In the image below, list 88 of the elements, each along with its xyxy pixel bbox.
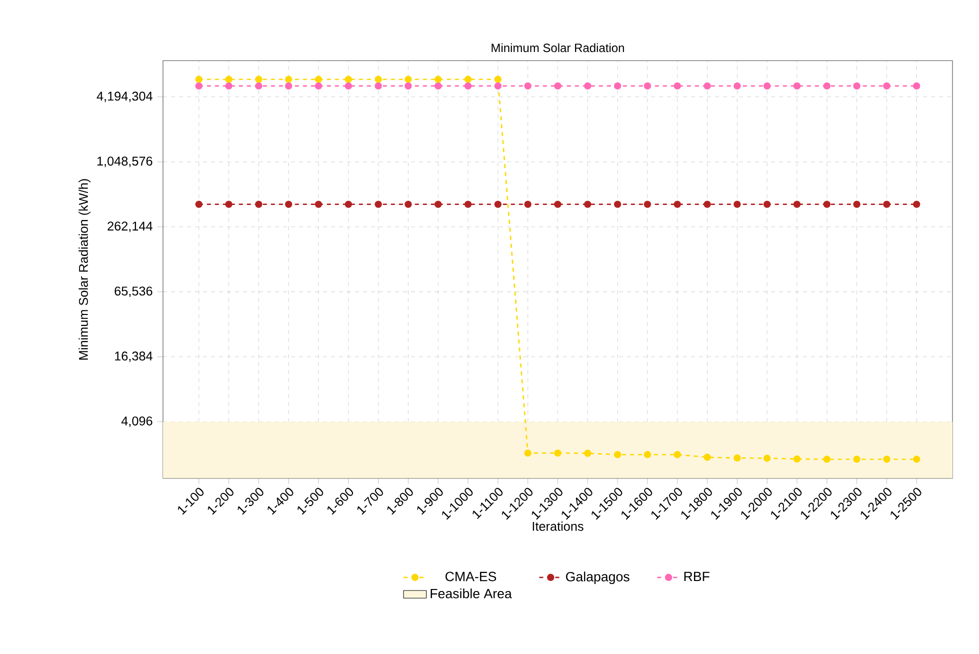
point (494, 82, 502, 90)
point (704, 454, 711, 461)
point (225, 200, 232, 208)
point (195, 200, 202, 208)
point (524, 200, 532, 208)
point (614, 200, 622, 208)
point (823, 82, 830, 90)
point (644, 451, 652, 458)
point (883, 200, 890, 208)
point (494, 76, 502, 83)
y-tick-label: 16,384 (115, 352, 152, 362)
point (913, 200, 920, 208)
point (554, 200, 562, 208)
point (195, 76, 202, 83)
point (554, 82, 562, 90)
point (674, 451, 681, 458)
point (883, 456, 890, 463)
point (255, 200, 262, 208)
point (434, 76, 442, 83)
point (734, 454, 741, 462)
point (255, 76, 262, 83)
point (195, 82, 202, 90)
point (763, 200, 771, 208)
point (464, 76, 472, 83)
x-axis-title: Iterations (532, 522, 584, 531)
point (584, 82, 592, 90)
point (255, 82, 262, 90)
point (285, 82, 292, 90)
point (614, 82, 622, 90)
point (913, 82, 920, 90)
point (674, 200, 681, 208)
point (704, 82, 711, 90)
point (584, 450, 592, 457)
point (763, 82, 771, 90)
point (883, 82, 890, 90)
point (344, 76, 352, 83)
point (344, 82, 352, 90)
point (225, 82, 232, 90)
legend-label: RBF (684, 572, 710, 582)
point (823, 456, 830, 463)
point (704, 200, 711, 208)
point (674, 82, 681, 90)
point (644, 82, 652, 90)
point (853, 200, 860, 208)
point (404, 82, 412, 90)
point (374, 76, 382, 83)
point (644, 200, 652, 208)
point (913, 456, 920, 463)
point (793, 455, 801, 463)
point (614, 451, 622, 458)
chart-title: Minimum Solar Radiation (492, 43, 624, 52)
point (464, 200, 472, 208)
point (434, 200, 442, 208)
legend-label: CMA-ES (446, 572, 496, 582)
point (285, 76, 292, 83)
y-tick-label: 65,536 (114, 286, 152, 298)
point (404, 76, 412, 83)
y-tick-label: 1,048,576 (97, 156, 152, 168)
legend-label: Galapagos (566, 572, 630, 584)
point (524, 82, 532, 90)
point (464, 82, 472, 90)
point (853, 82, 860, 90)
point (225, 76, 232, 83)
point (374, 200, 382, 208)
point (374, 82, 382, 90)
point (554, 449, 562, 457)
y-tick-label: 262,144 (108, 222, 152, 232)
point (314, 82, 322, 90)
y-tick-label: 4,096 (121, 416, 152, 427)
point (404, 200, 412, 208)
point (314, 76, 322, 83)
point (793, 200, 801, 208)
point (285, 200, 292, 208)
point (853, 456, 860, 463)
point (734, 200, 741, 208)
y-axis-title: Minimum Solar Radiation (kW/h) (78, 179, 90, 360)
point (823, 200, 830, 208)
point (434, 82, 442, 90)
point (793, 82, 801, 90)
point (763, 454, 771, 462)
point (314, 200, 322, 208)
point (494, 200, 502, 208)
point (524, 449, 532, 457)
point (734, 82, 741, 90)
point (344, 200, 352, 208)
point (584, 200, 592, 208)
legend-label: Feasible Area (430, 588, 512, 598)
y-tick-label: 4,194,304 (96, 92, 152, 102)
